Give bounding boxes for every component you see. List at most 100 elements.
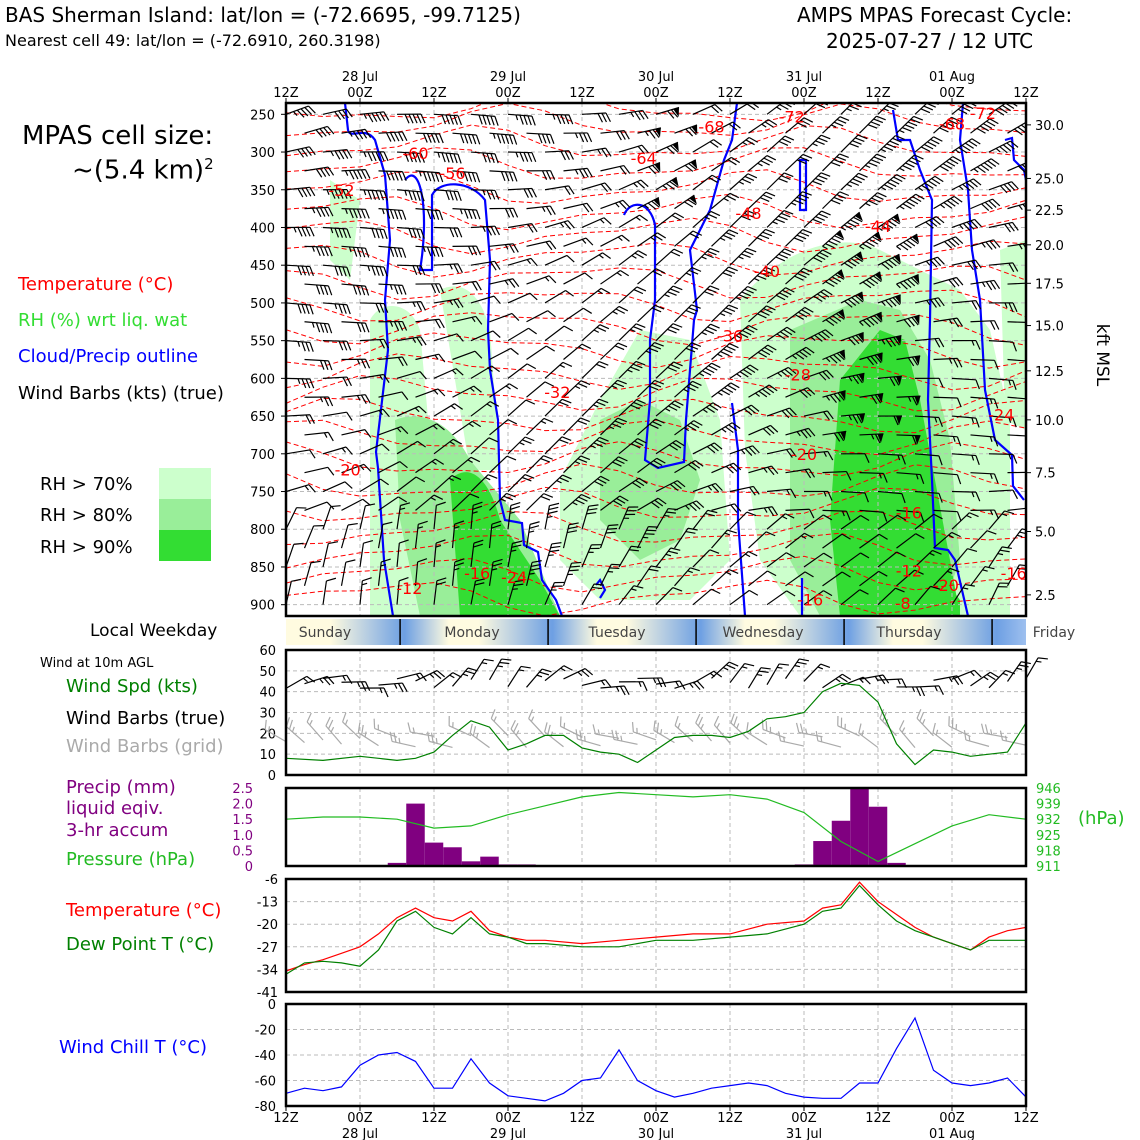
wind-barb-grid <box>306 712 324 741</box>
pressure-tick-label: 750 <box>250 486 275 501</box>
wind-barb <box>359 478 389 493</box>
wind-barb-true-glyph <box>803 663 831 682</box>
wind-barb <box>1007 471 1026 474</box>
wind-barb <box>618 323 646 342</box>
wind-barb <box>692 210 721 228</box>
isotherm <box>286 332 1026 369</box>
precip-bar <box>443 847 462 866</box>
wind-barb-grid <box>448 715 472 737</box>
temperature-line <box>285 881 1027 972</box>
wind-barb <box>581 324 610 342</box>
wind-barb <box>674 500 705 512</box>
wind-barb <box>729 247 757 266</box>
wind-barb <box>341 463 372 474</box>
wind-barb <box>377 521 393 549</box>
wind-barb <box>600 379 627 398</box>
wind-barb <box>581 217 612 229</box>
wind-barb <box>303 560 321 586</box>
wind-barb <box>489 207 519 218</box>
isotherm <box>286 216 1026 255</box>
wind-barb <box>544 220 575 230</box>
wind-barb-grid-glyph <box>999 730 1027 746</box>
wind-barb-grid-glyph <box>932 722 953 748</box>
wind-barb-grid-glyph <box>916 709 934 737</box>
precip-bar <box>387 862 407 866</box>
wind-barb <box>785 229 813 247</box>
wind-barb-true <box>637 677 667 688</box>
wind-barb-grid-glyph <box>980 723 1008 739</box>
wind-barb <box>618 109 649 121</box>
wind-barb <box>451 520 465 549</box>
wind-barb <box>618 438 647 455</box>
wind-barb <box>970 396 999 409</box>
isotherm-label: -68 <box>939 114 965 133</box>
wind-barb <box>914 490 943 503</box>
pressure-tick-label: 550 <box>250 335 275 350</box>
isotherm <box>286 419 1026 456</box>
wind-barb <box>914 453 943 466</box>
precip-label-2: liquid eqiv. <box>66 798 164 819</box>
wind-barb <box>859 311 883 328</box>
wind-barb <box>877 213 901 232</box>
wind-barb <box>488 558 503 586</box>
wind-barb <box>729 445 760 456</box>
wind-barb <box>322 481 353 493</box>
wind-barb <box>803 514 833 530</box>
windchill-tick-label: -80 <box>255 1100 276 1115</box>
wind-barb <box>803 490 833 501</box>
windchill-label: Wind Chill T (°C) <box>59 1037 207 1058</box>
wind-barb-grid <box>980 723 1008 739</box>
wind-barb <box>433 403 463 417</box>
wind-barb <box>1007 358 1026 362</box>
wind-barb <box>674 124 698 137</box>
wind-barb <box>914 175 944 192</box>
wind-barb-grid-glyph <box>653 720 675 744</box>
wind-barb-grid <box>948 716 971 738</box>
wind-barb <box>970 566 995 587</box>
wind-barb <box>655 176 679 191</box>
wind-barb-grid <box>592 724 620 739</box>
wind-barb <box>803 172 831 191</box>
wind-barb <box>766 448 797 458</box>
wind-barb <box>859 570 888 587</box>
wind-barb <box>452 245 482 256</box>
wind-barb <box>544 254 575 266</box>
wind-barb <box>433 474 462 492</box>
wind-barb <box>951 178 982 191</box>
wind-barb-grid-glyph <box>510 719 527 748</box>
wind-barb <box>785 508 815 519</box>
kft-tick-label: 17.5 <box>1035 277 1064 292</box>
wind-barb <box>526 170 556 180</box>
wind-barb <box>951 138 981 154</box>
wind-barb <box>729 173 758 191</box>
wind-barb <box>618 250 648 266</box>
wind-barb <box>655 507 679 530</box>
wind-barb-true-glyph <box>859 674 890 685</box>
wind-barb-grid <box>544 722 564 748</box>
wind-barb <box>378 283 407 295</box>
wind-barb-grid <box>373 718 398 738</box>
wind-barb-grid-glyph <box>674 715 694 742</box>
legend-barbs: Wind Barbs (kts) (true) <box>18 383 224 404</box>
wind-barb-grid <box>653 720 675 744</box>
wind-barb <box>1007 282 1026 285</box>
wind-barb <box>877 294 901 308</box>
pressure-unit-label: (hPa) <box>1078 808 1125 829</box>
wind-barb <box>655 586 683 606</box>
isotherm-label: -20 <box>791 445 817 464</box>
wind-barb-true-glyph <box>747 667 771 689</box>
wind-barb <box>433 501 446 530</box>
wind-barb <box>286 414 315 425</box>
top-hour-label: 12Z <box>717 86 743 101</box>
wind-barb <box>951 339 981 350</box>
wind-barb <box>933 276 964 288</box>
wind-barb <box>729 364 759 379</box>
wind-barb-grid <box>777 731 805 747</box>
wind-barb <box>433 539 446 568</box>
wind-barb <box>433 189 462 202</box>
wind-barb <box>637 162 661 175</box>
wind-barb <box>655 323 683 342</box>
wind-barb <box>877 253 901 271</box>
wind-barb-grid-glyph <box>837 715 860 737</box>
wind-barb <box>396 264 426 276</box>
